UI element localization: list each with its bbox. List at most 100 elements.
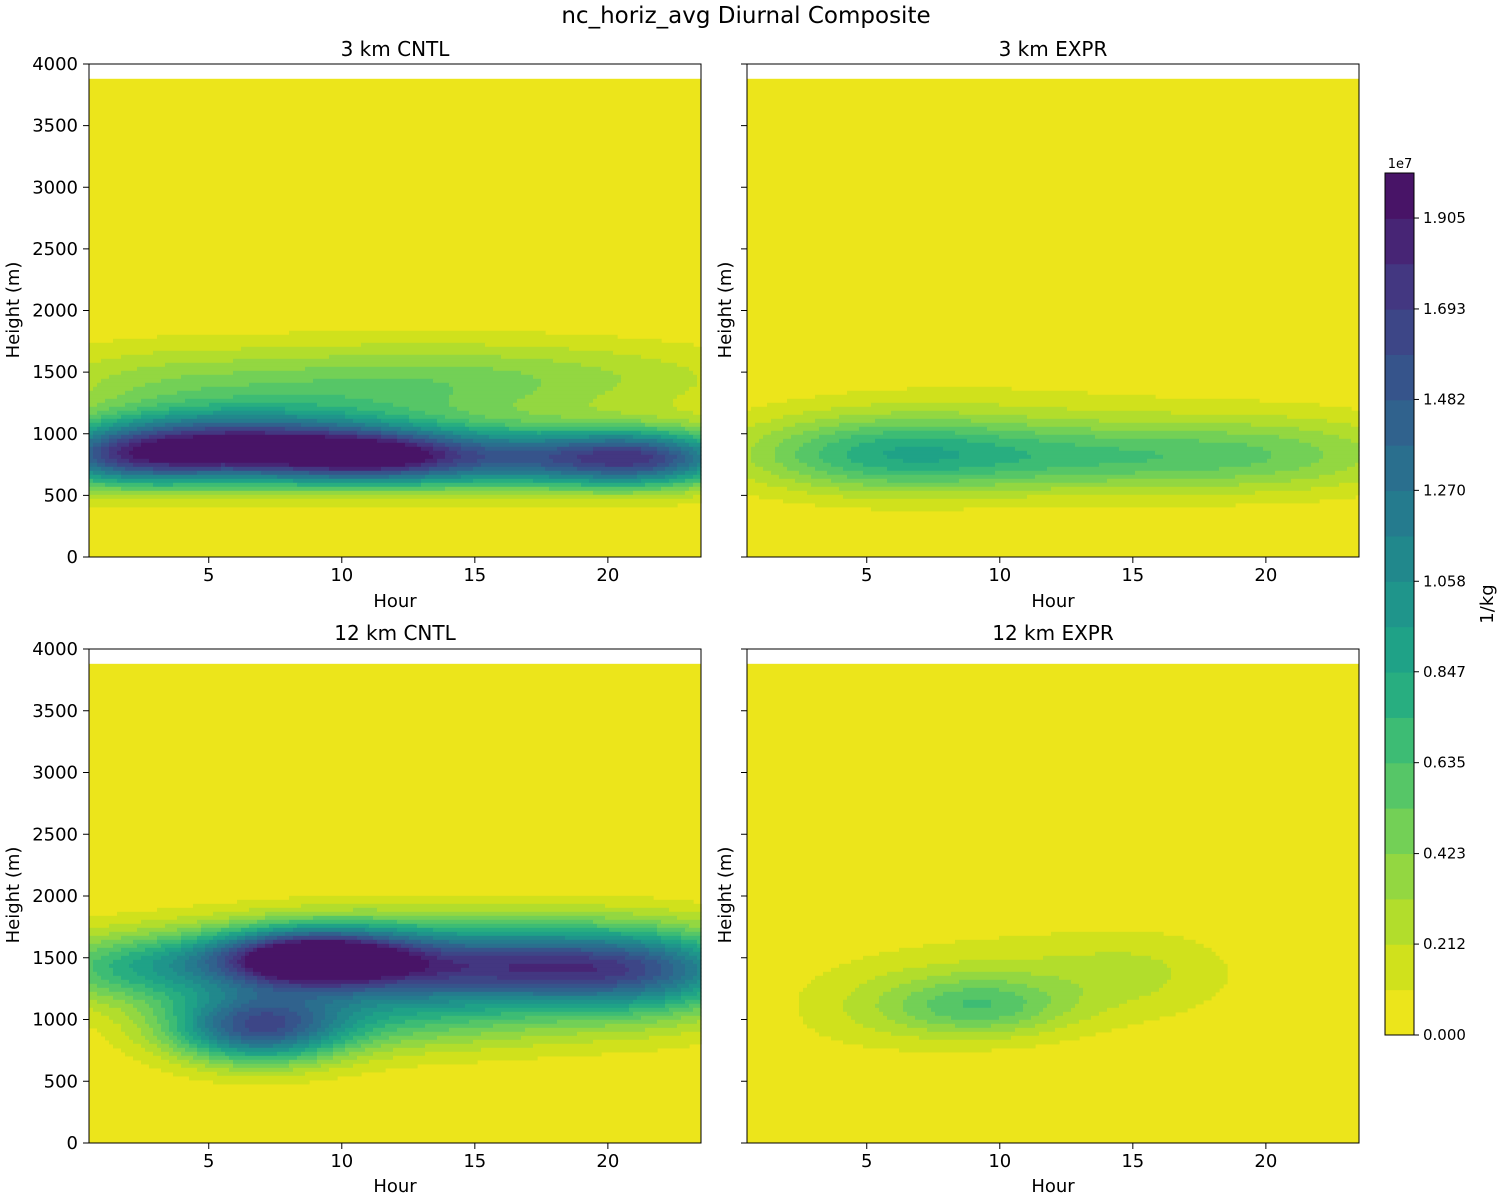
contour-cell <box>413 1031 482 1037</box>
contour-cell <box>357 1039 374 1045</box>
contour-cell <box>185 963 198 969</box>
contour-cell <box>233 394 346 400</box>
contour-cell <box>365 1031 382 1037</box>
contour-cell <box>549 454 578 460</box>
contour-cell <box>333 1055 358 1061</box>
contour-cell <box>759 494 844 500</box>
contour-cell <box>121 983 146 989</box>
contour-cell <box>197 1031 206 1037</box>
contour-cell <box>1043 1007 1072 1013</box>
contour-cell <box>233 358 554 364</box>
contour-cell <box>257 995 318 1001</box>
contour-cell <box>221 462 226 468</box>
contour-cell <box>229 1067 294 1073</box>
contour-cell <box>1199 438 1300 444</box>
contour-cell <box>389 474 426 480</box>
contour-cell <box>377 943 390 949</box>
contour-cell <box>657 927 686 933</box>
contour-cell <box>317 1031 330 1037</box>
contour-cell <box>89 955 102 961</box>
contour-cell <box>237 971 246 977</box>
contour-cell <box>433 935 566 941</box>
contour-cell <box>217 943 226 949</box>
contour-cell <box>577 466 654 472</box>
y-tick-label: 1500 <box>32 948 78 969</box>
contour-cell <box>747 430 772 436</box>
contour-cell <box>157 1035 170 1041</box>
contour-cell <box>685 963 698 969</box>
contour-cell <box>329 1035 342 1041</box>
contour-cell <box>827 442 860 448</box>
contour-cell <box>101 418 118 424</box>
contour-cell <box>309 1035 322 1041</box>
contour-cell <box>665 466 678 472</box>
contour-cell <box>217 931 230 937</box>
contour-field <box>89 78 702 557</box>
contour-cell <box>257 991 354 997</box>
contour-cell <box>221 951 230 957</box>
contour-cell <box>903 999 928 1005</box>
y-tick-label: 1000 <box>32 1010 78 1031</box>
contour-cell <box>305 366 494 372</box>
contour-cell <box>165 975 186 981</box>
contour-cell <box>1023 995 1052 1001</box>
contour-cell <box>409 406 458 412</box>
contour-cell <box>353 995 430 1001</box>
contour-cell <box>237 995 258 1001</box>
contour-cell <box>863 462 996 468</box>
contour-cell <box>783 426 820 432</box>
contour-cell <box>173 959 186 965</box>
contour-cell <box>261 470 310 476</box>
contour-cell <box>681 931 702 937</box>
contour-cell <box>357 430 382 436</box>
contour-cell <box>641 959 658 965</box>
y-tick-label: 3500 <box>32 701 78 722</box>
contour-cell <box>425 410 470 416</box>
y-tick-label: 4000 <box>32 54 78 75</box>
contour-cell <box>241 1031 286 1037</box>
x-axis-label: Hour <box>373 591 417 612</box>
contour-cell <box>513 402 590 408</box>
contour-cell <box>521 418 642 424</box>
contour-cell <box>209 1055 230 1061</box>
contour-cell <box>1311 486 1360 492</box>
contour-cell <box>1279 434 1340 440</box>
contour-cell <box>89 358 102 364</box>
contour-cell <box>89 478 94 484</box>
contour-cell <box>213 947 222 953</box>
contour-cell <box>333 1043 346 1049</box>
contour-cell <box>425 458 438 464</box>
contour-cell <box>213 410 286 416</box>
contour-cell <box>429 995 638 1001</box>
contour-cell <box>875 975 928 981</box>
contour-cell <box>149 1023 162 1029</box>
contour-cell <box>401 943 414 949</box>
y-axis-label: Height (m) <box>715 262 736 359</box>
contour-cell <box>1319 458 1360 464</box>
contour-cell <box>795 454 820 460</box>
contour-cell <box>89 454 94 460</box>
contour-cell <box>669 907 702 913</box>
contour-cell <box>245 971 254 977</box>
panel-title: 12 km CNTL <box>334 621 456 645</box>
contour-cell <box>697 971 702 977</box>
contour-cell <box>129 951 154 957</box>
contour-cell <box>229 983 242 989</box>
contour-cell <box>161 999 174 1005</box>
contour-cell <box>685 927 702 933</box>
contour-cell <box>93 450 102 456</box>
contour-cell <box>851 458 904 464</box>
contour-cell <box>807 983 860 989</box>
contour-cell <box>685 390 702 396</box>
contour-cell <box>685 955 698 961</box>
contour-cell <box>89 362 166 368</box>
contour-cell <box>593 490 634 496</box>
contour-cell <box>141 442 406 448</box>
contour-cell <box>653 466 666 472</box>
contour-cell <box>317 418 354 424</box>
contour-cell <box>677 462 690 468</box>
contour-cell <box>313 1019 322 1025</box>
contour-cell <box>369 1059 478 1065</box>
contour-cell <box>233 1027 250 1033</box>
contour-cell <box>97 462 106 468</box>
